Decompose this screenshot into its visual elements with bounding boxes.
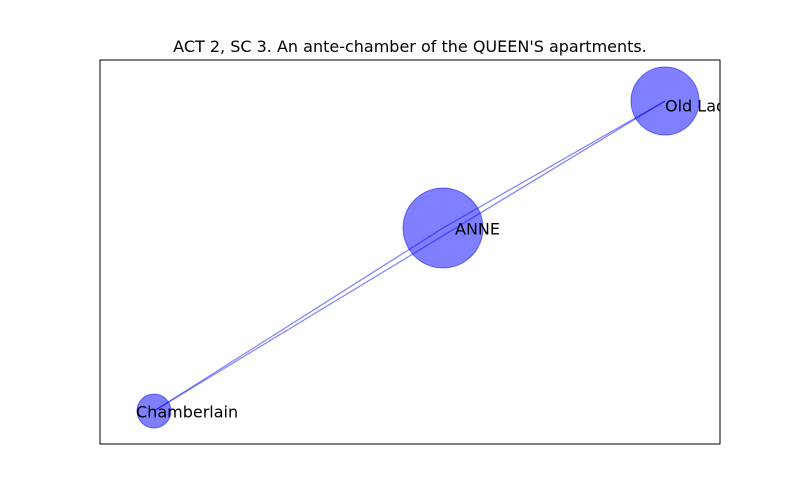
- labels-layer: Old Lady ANNE Chamberlain: [136, 97, 736, 422]
- axes-frame: [99, 59, 721, 445]
- edge-anne-old-lady: [442, 100, 666, 229]
- node-chamberlain: [136, 393, 172, 429]
- figure-title: ACT 2, SC 3. An ante-chamber of the QUEE…: [173, 37, 647, 56]
- plot-area: Old Lady ANNE Chamberlain: [136, 66, 736, 429]
- edge-anne-chamberlain: [153, 227, 444, 412]
- node-label-anne: ANNE: [455, 220, 500, 239]
- node-label-old-lady: Old Lady: [665, 97, 736, 116]
- node-anne: [402, 187, 484, 269]
- edge-old-lady-chamberlain: [153, 100, 666, 412]
- node-old-lady: [630, 66, 700, 136]
- node-label-chamberlain: Chamberlain: [136, 403, 238, 422]
- nodes-layer: [136, 66, 700, 429]
- edges-layer: [153, 100, 666, 412]
